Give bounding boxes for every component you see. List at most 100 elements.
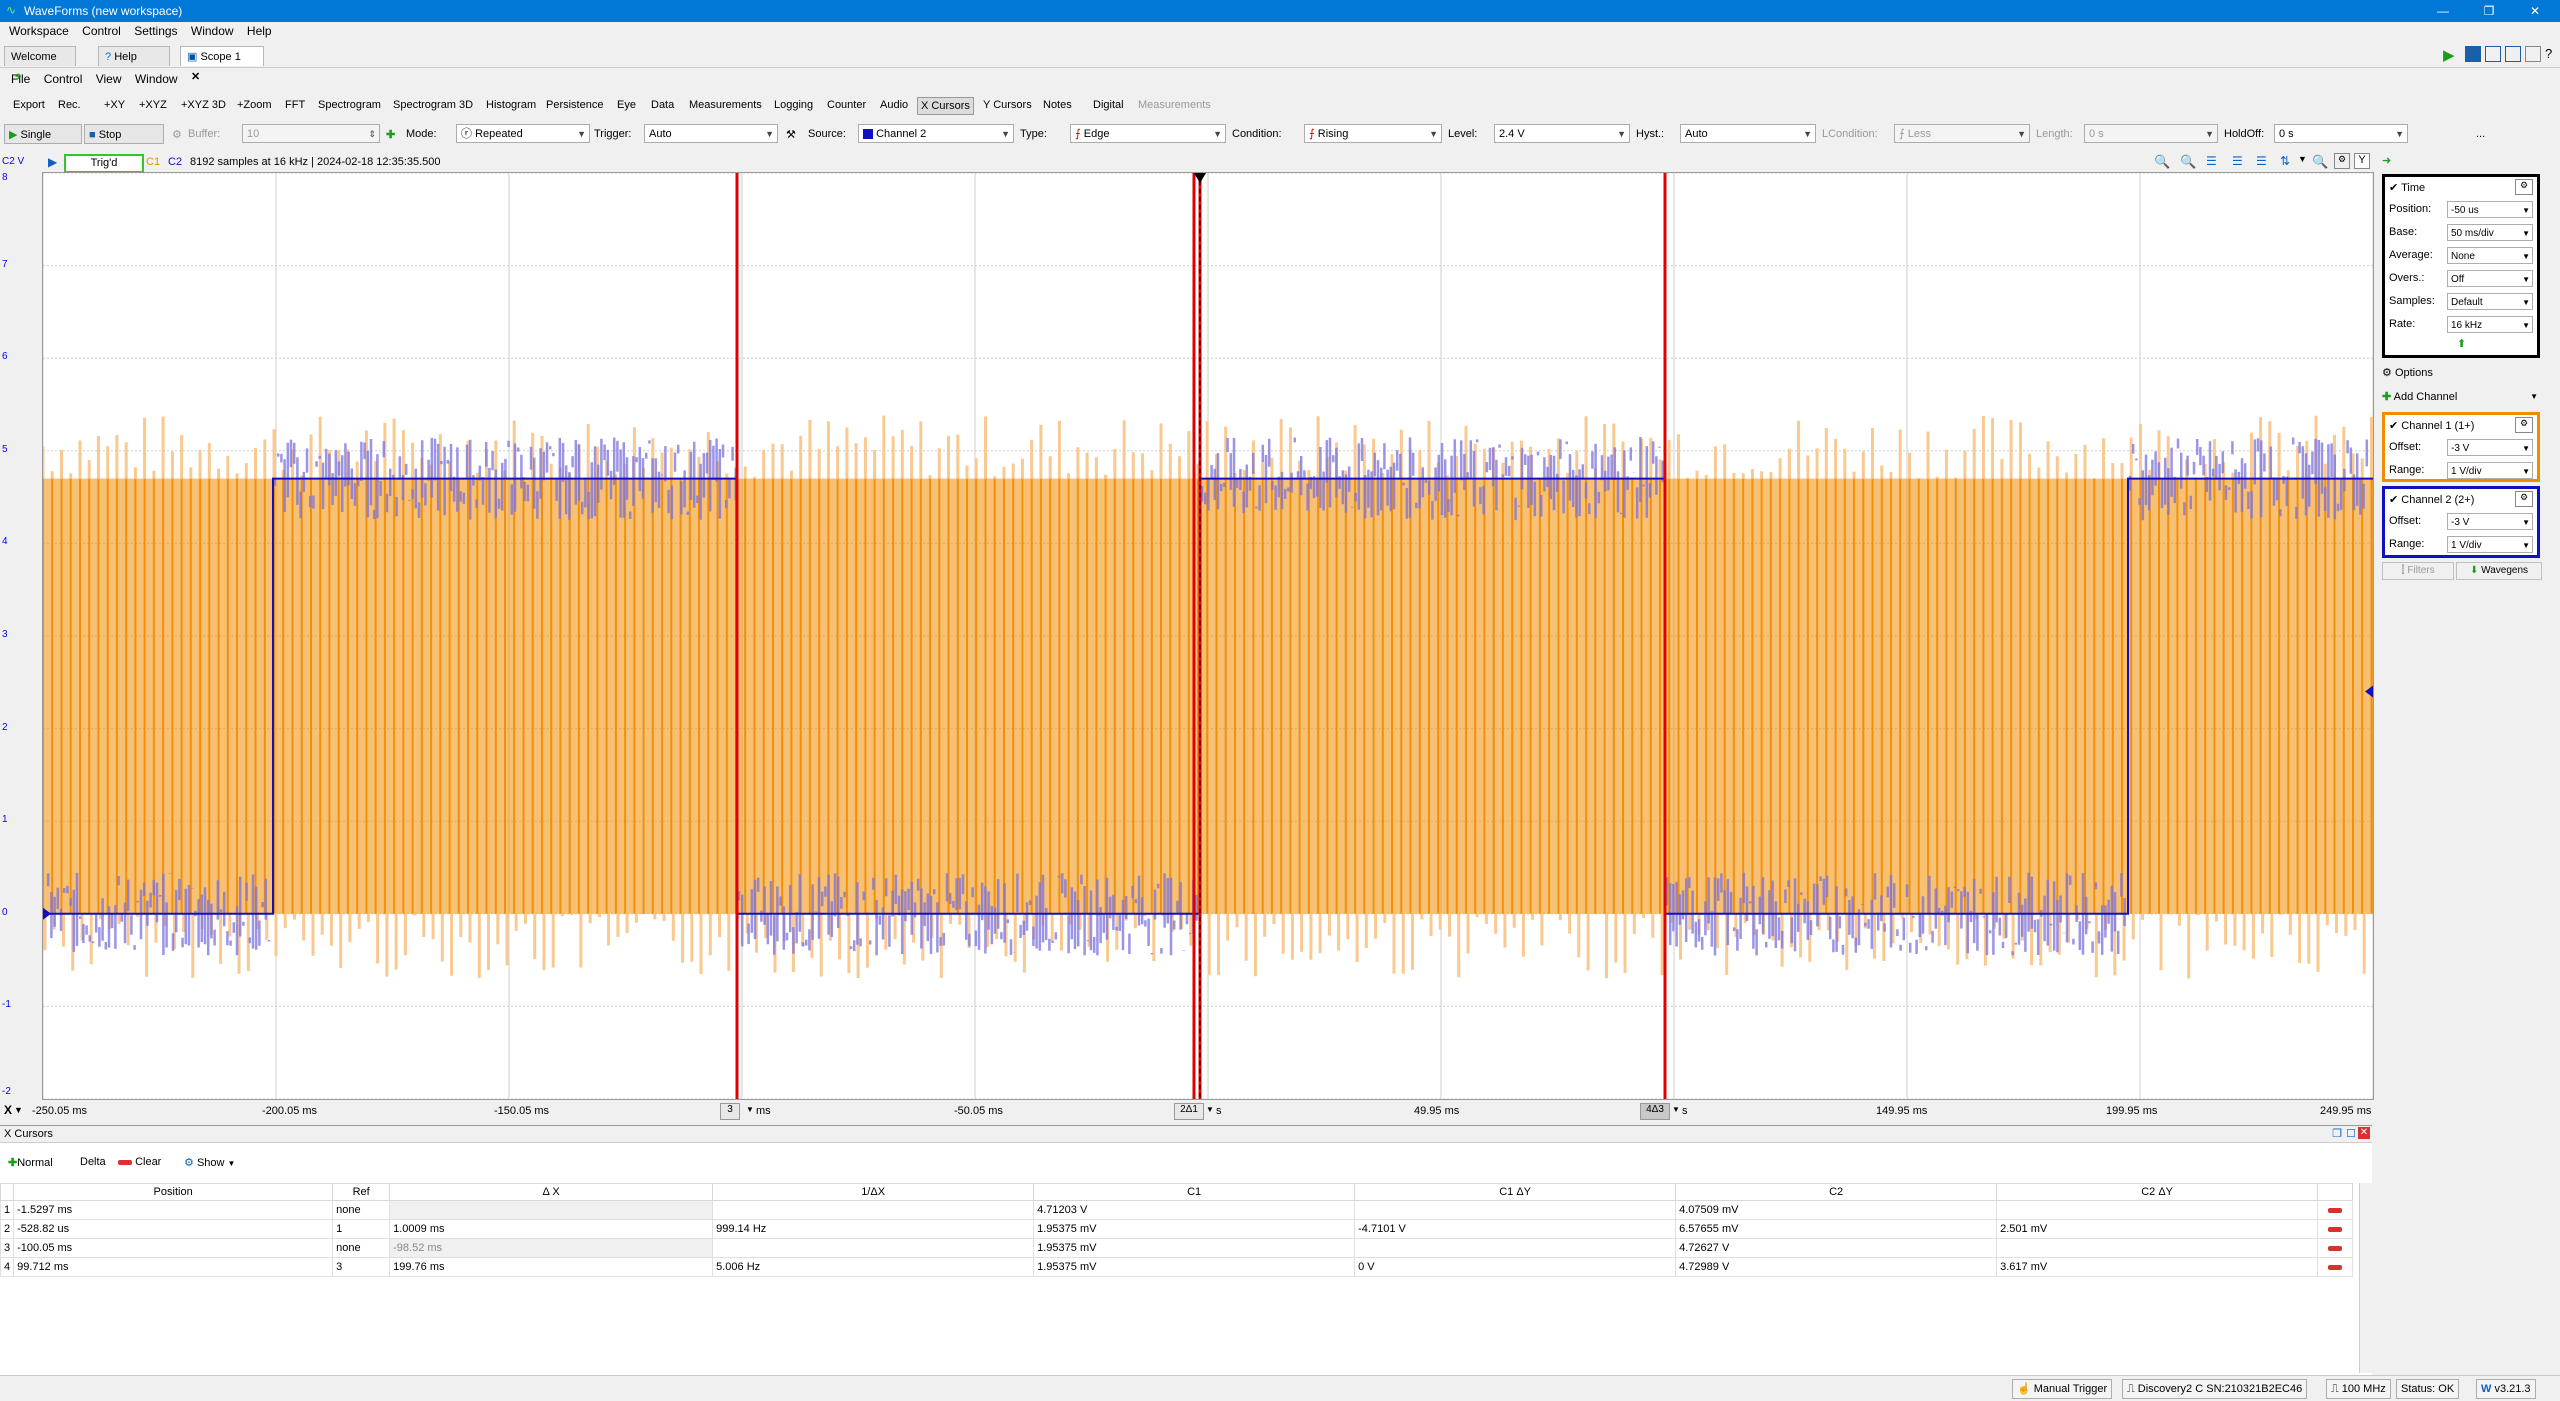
status-indicator[interactable]: Status: OK xyxy=(2396,1379,2460,1399)
minimize-icon[interactable]: — xyxy=(2437,4,2449,18)
buffer-spin[interactable]: 10 ⇕ xyxy=(242,124,380,143)
normal-cursor-button[interactable]: ✚Normal xyxy=(8,1156,53,1169)
waveform-canvas[interactable] xyxy=(41,172,2375,1100)
length-input[interactable]: 0 s ▼ xyxy=(2084,124,2218,143)
menu-window[interactable]: Window xyxy=(190,24,234,38)
column-header[interactable]: C2 xyxy=(1675,1183,1998,1201)
cursor-dx-input[interactable]: -98.52 ms xyxy=(389,1238,714,1258)
remove-cursor-button[interactable] xyxy=(2317,1200,2354,1220)
column-header[interactable]: C1 ΔY xyxy=(1354,1183,1677,1201)
channel2-range-input[interactable]: 1 V/div ▼ xyxy=(2447,536,2533,553)
table-row[interactable]: 2 -528.82 us 1 1.0009 ms 999.14 Hz 1.95375 mV… xyxy=(0,1219,2354,1239)
type-select[interactable]: ⨍ Edge ▼ xyxy=(1070,124,1226,143)
manual-trigger-button[interactable]: ☝ Manual Trigger xyxy=(2012,1379,2113,1399)
column-header[interactable]: 1/ΔX xyxy=(712,1183,1035,1201)
time-overs-select[interactable]: Off ▼ xyxy=(2447,270,2533,287)
chevron-down-icon[interactable]: ▼ xyxy=(14,1105,23,1115)
zoom-icon[interactable]: 🔍 xyxy=(2312,154,2329,169)
single-button[interactable]: ▶ Single xyxy=(4,124,82,144)
time-rate-select[interactable]: 16 kHz ▼ xyxy=(2447,316,2533,333)
restore-icon[interactable]: ❐ xyxy=(2483,4,2495,18)
chevron-down-icon[interactable]: ▼ xyxy=(1672,1105,1680,1114)
mode-select[interactable]: ⓡ Repeated ▼ xyxy=(456,124,590,143)
cursor-dx-input[interactable] xyxy=(389,1200,714,1220)
y-axis-button[interactable]: Y xyxy=(2354,153,2370,169)
chevron-down-icon[interactable]: ▼ xyxy=(2298,154,2307,164)
frequency-button[interactable]: ⎍ 100 MHz xyxy=(2326,1379,2391,1399)
menu-settings[interactable]: Settings xyxy=(134,24,178,38)
cursor-4-handle[interactable]: 4Δ3 xyxy=(1640,1103,1670,1120)
column-header[interactable]: Δ X xyxy=(389,1183,714,1201)
tb-spectrogram3d[interactable]: Spectrogram 3D xyxy=(393,99,474,111)
menu-help[interactable]: Help xyxy=(246,24,272,38)
window-icon[interactable] xyxy=(2485,46,2501,62)
tb-counter[interactable]: Counter xyxy=(827,99,867,111)
hyst-input[interactable]: Auto ▼ xyxy=(1680,124,1816,143)
tb-measurements[interactable]: Measurements xyxy=(689,99,762,111)
tb-xyz[interactable]: +XYZ xyxy=(139,99,167,111)
zoom-in-icon[interactable]: 🔍 xyxy=(2154,154,2171,169)
tb-zoom[interactable]: +Zoom xyxy=(237,99,272,111)
x-cursors-scrollbar[interactable] xyxy=(2359,1183,2372,1373)
undock-icon[interactable]: ❐ xyxy=(2332,1128,2342,1140)
cursor-dx-input[interactable]: 199.76 ms xyxy=(389,1257,714,1277)
cursor-ref-select[interactable]: none xyxy=(332,1200,391,1220)
tb-fft[interactable]: FFT xyxy=(285,99,306,111)
chevron-down-icon[interactable]: ▼ xyxy=(746,1105,754,1114)
tb-export[interactable]: Export xyxy=(13,99,45,111)
lcondition-select[interactable]: ⨍ Less ▼ xyxy=(1894,124,2030,143)
arrow-right-icon[interactable]: ▶ xyxy=(48,155,58,169)
stop-icon[interactable] xyxy=(2465,46,2481,62)
time-base-input[interactable]: 50 ms/div ▼ xyxy=(2447,224,2533,241)
device-button[interactable]: ⎍ Discovery2 C SN:210321B2EC46 xyxy=(2122,1379,2308,1399)
filters-button[interactable]: ⫿ Filters xyxy=(2382,562,2454,580)
align-left-icon[interactable]: ☰ xyxy=(2232,154,2243,168)
settings-icon[interactable]: ⚙ xyxy=(2515,491,2533,507)
settings-icon[interactable]: ⚙ xyxy=(2515,417,2533,433)
condition-select[interactable]: ⨍ Rising ▼ xyxy=(1304,124,1442,143)
arrow-up-icon[interactable]: ⬆ xyxy=(2457,338,2467,350)
add-icon[interactable]: + xyxy=(15,71,22,83)
time-title[interactable]: ✔ Time xyxy=(2389,182,2426,194)
channel2-offset-input[interactable]: -3 V ▼ xyxy=(2447,513,2533,530)
tb-xyz3d[interactable]: +XYZ 3D xyxy=(181,99,226,111)
scope-menu-control[interactable]: Control xyxy=(43,72,83,86)
channel1-title[interactable]: ✔ Channel 1 (1+) xyxy=(2389,420,2475,432)
fit-icon[interactable]: ⇅ xyxy=(2280,154,2291,168)
close-icon[interactable]: ✕ xyxy=(2529,4,2541,18)
run-icon[interactable]: ▶ xyxy=(2443,47,2455,64)
tb-y-cursors[interactable]: Y Cursors xyxy=(983,99,1032,111)
tb-spectrogram[interactable]: Spectrogram xyxy=(318,99,381,111)
close-icon[interactable]: ✕ xyxy=(2358,1127,2370,1139)
table-row[interactable]: 4 99.712 ms 3 199.76 ms 5.006 Hz 1.95375 mV 0 … xyxy=(0,1257,2354,1277)
menu-control[interactable]: Control xyxy=(82,24,121,38)
cursor-position-input[interactable]: -100.05 ms xyxy=(13,1238,334,1258)
column-header[interactable]: C1 xyxy=(1033,1183,1356,1201)
tb-audio[interactable]: Audio xyxy=(880,99,909,111)
settings-icon[interactable]: ⚙ xyxy=(2515,179,2533,195)
help-icon-top[interactable]: ? xyxy=(2545,46,2553,61)
delta-cursor-button[interactable]: Delta xyxy=(80,1156,106,1168)
dock-icon[interactable] xyxy=(2525,46,2541,62)
time-average-select[interactable]: None ▼ xyxy=(2447,247,2533,264)
channel2-title[interactable]: ✔ Channel 2 (2+) xyxy=(2389,494,2475,506)
channel1-range-input[interactable]: 1 V/div ▼ xyxy=(2447,462,2533,479)
stop-button[interactable]: ■ Stop xyxy=(84,124,164,144)
tb-logging[interactable]: Logging xyxy=(774,99,814,111)
add-channel-button[interactable]: ✚ Add Channel ▼ xyxy=(2382,388,2540,406)
version-button[interactable]: W v3.21.3 xyxy=(2476,1379,2536,1399)
scope-menu-view[interactable]: View xyxy=(95,72,122,86)
holdoff-input[interactable]: 0 s ▼ xyxy=(2274,124,2408,143)
window-stack-icon[interactable] xyxy=(2505,46,2521,62)
settings-icon[interactable]: ⚙ xyxy=(2334,153,2350,169)
cursor-position-input[interactable]: -1.5297 ms xyxy=(13,1200,334,1220)
clear-button[interactable]: Clear xyxy=(118,1156,161,1168)
time-samples-select[interactable]: Default ▼ xyxy=(2447,293,2533,310)
table-row[interactable]: 1 -1.5297 ms none 4.71203 V 4.07509 mV xyxy=(0,1200,2354,1220)
column-header[interactable]: Position xyxy=(13,1183,334,1201)
cursor-ref-select[interactable]: 1 xyxy=(332,1219,391,1239)
channel1-offset-input[interactable]: -3 V ▼ xyxy=(2447,439,2533,456)
cursor-2-handle[interactable]: 2Δ1 xyxy=(1174,1103,1204,1120)
show-button[interactable]: ⚙ Show ▼ xyxy=(184,1156,235,1169)
time-position-input[interactable]: -50 us ▼ xyxy=(2447,201,2533,218)
